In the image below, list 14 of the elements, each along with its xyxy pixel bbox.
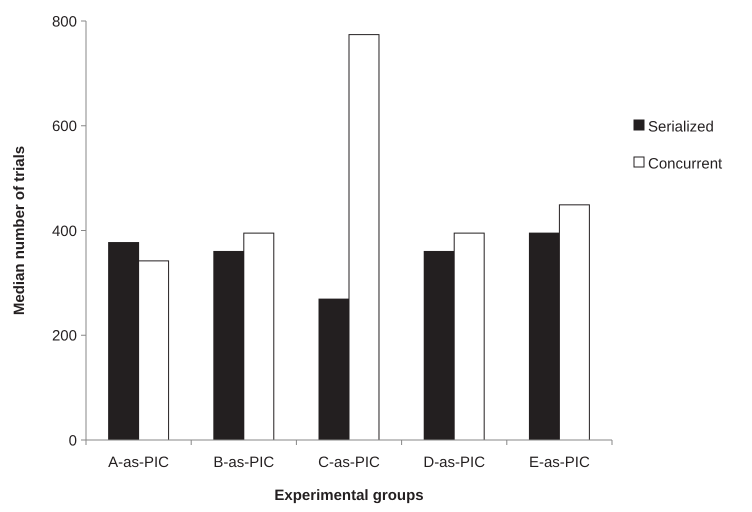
x-tick-label: A-as-PIC <box>108 454 170 471</box>
x-tick-label: C-as-PIC <box>318 454 380 471</box>
y-tick-label: 0 <box>68 432 77 450</box>
y-tick-label: 400 <box>52 222 77 240</box>
x-tick-label: D-as-PIC <box>423 454 486 471</box>
y-tick-label: 200 <box>52 328 77 344</box>
legend-label: Serialized <box>648 118 714 136</box>
legend-label: Concurrent <box>648 155 724 172</box>
x-axis-title: Experimental groups <box>274 487 424 504</box>
y-axis-title: Median number of trials <box>11 146 28 316</box>
x-tick-label: E-as-PIC <box>528 454 590 471</box>
y-tick-label: 800 <box>52 13 77 30</box>
y-tick-label: 600 <box>52 118 77 135</box>
x-tick-label: B-as-PIC <box>213 454 274 471</box>
